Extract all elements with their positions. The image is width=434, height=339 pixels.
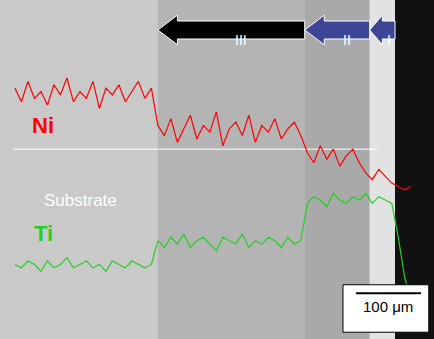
svg-text:Substrate: Substrate xyxy=(44,191,117,210)
svg-text:II: II xyxy=(343,32,351,48)
svg-text:100 μm: 100 μm xyxy=(363,298,413,315)
svg-text:Ni: Ni xyxy=(32,113,54,138)
svg-text:III: III xyxy=(235,32,247,48)
svg-text:Ti: Ti xyxy=(34,221,53,246)
svg-text:I: I xyxy=(387,32,391,48)
